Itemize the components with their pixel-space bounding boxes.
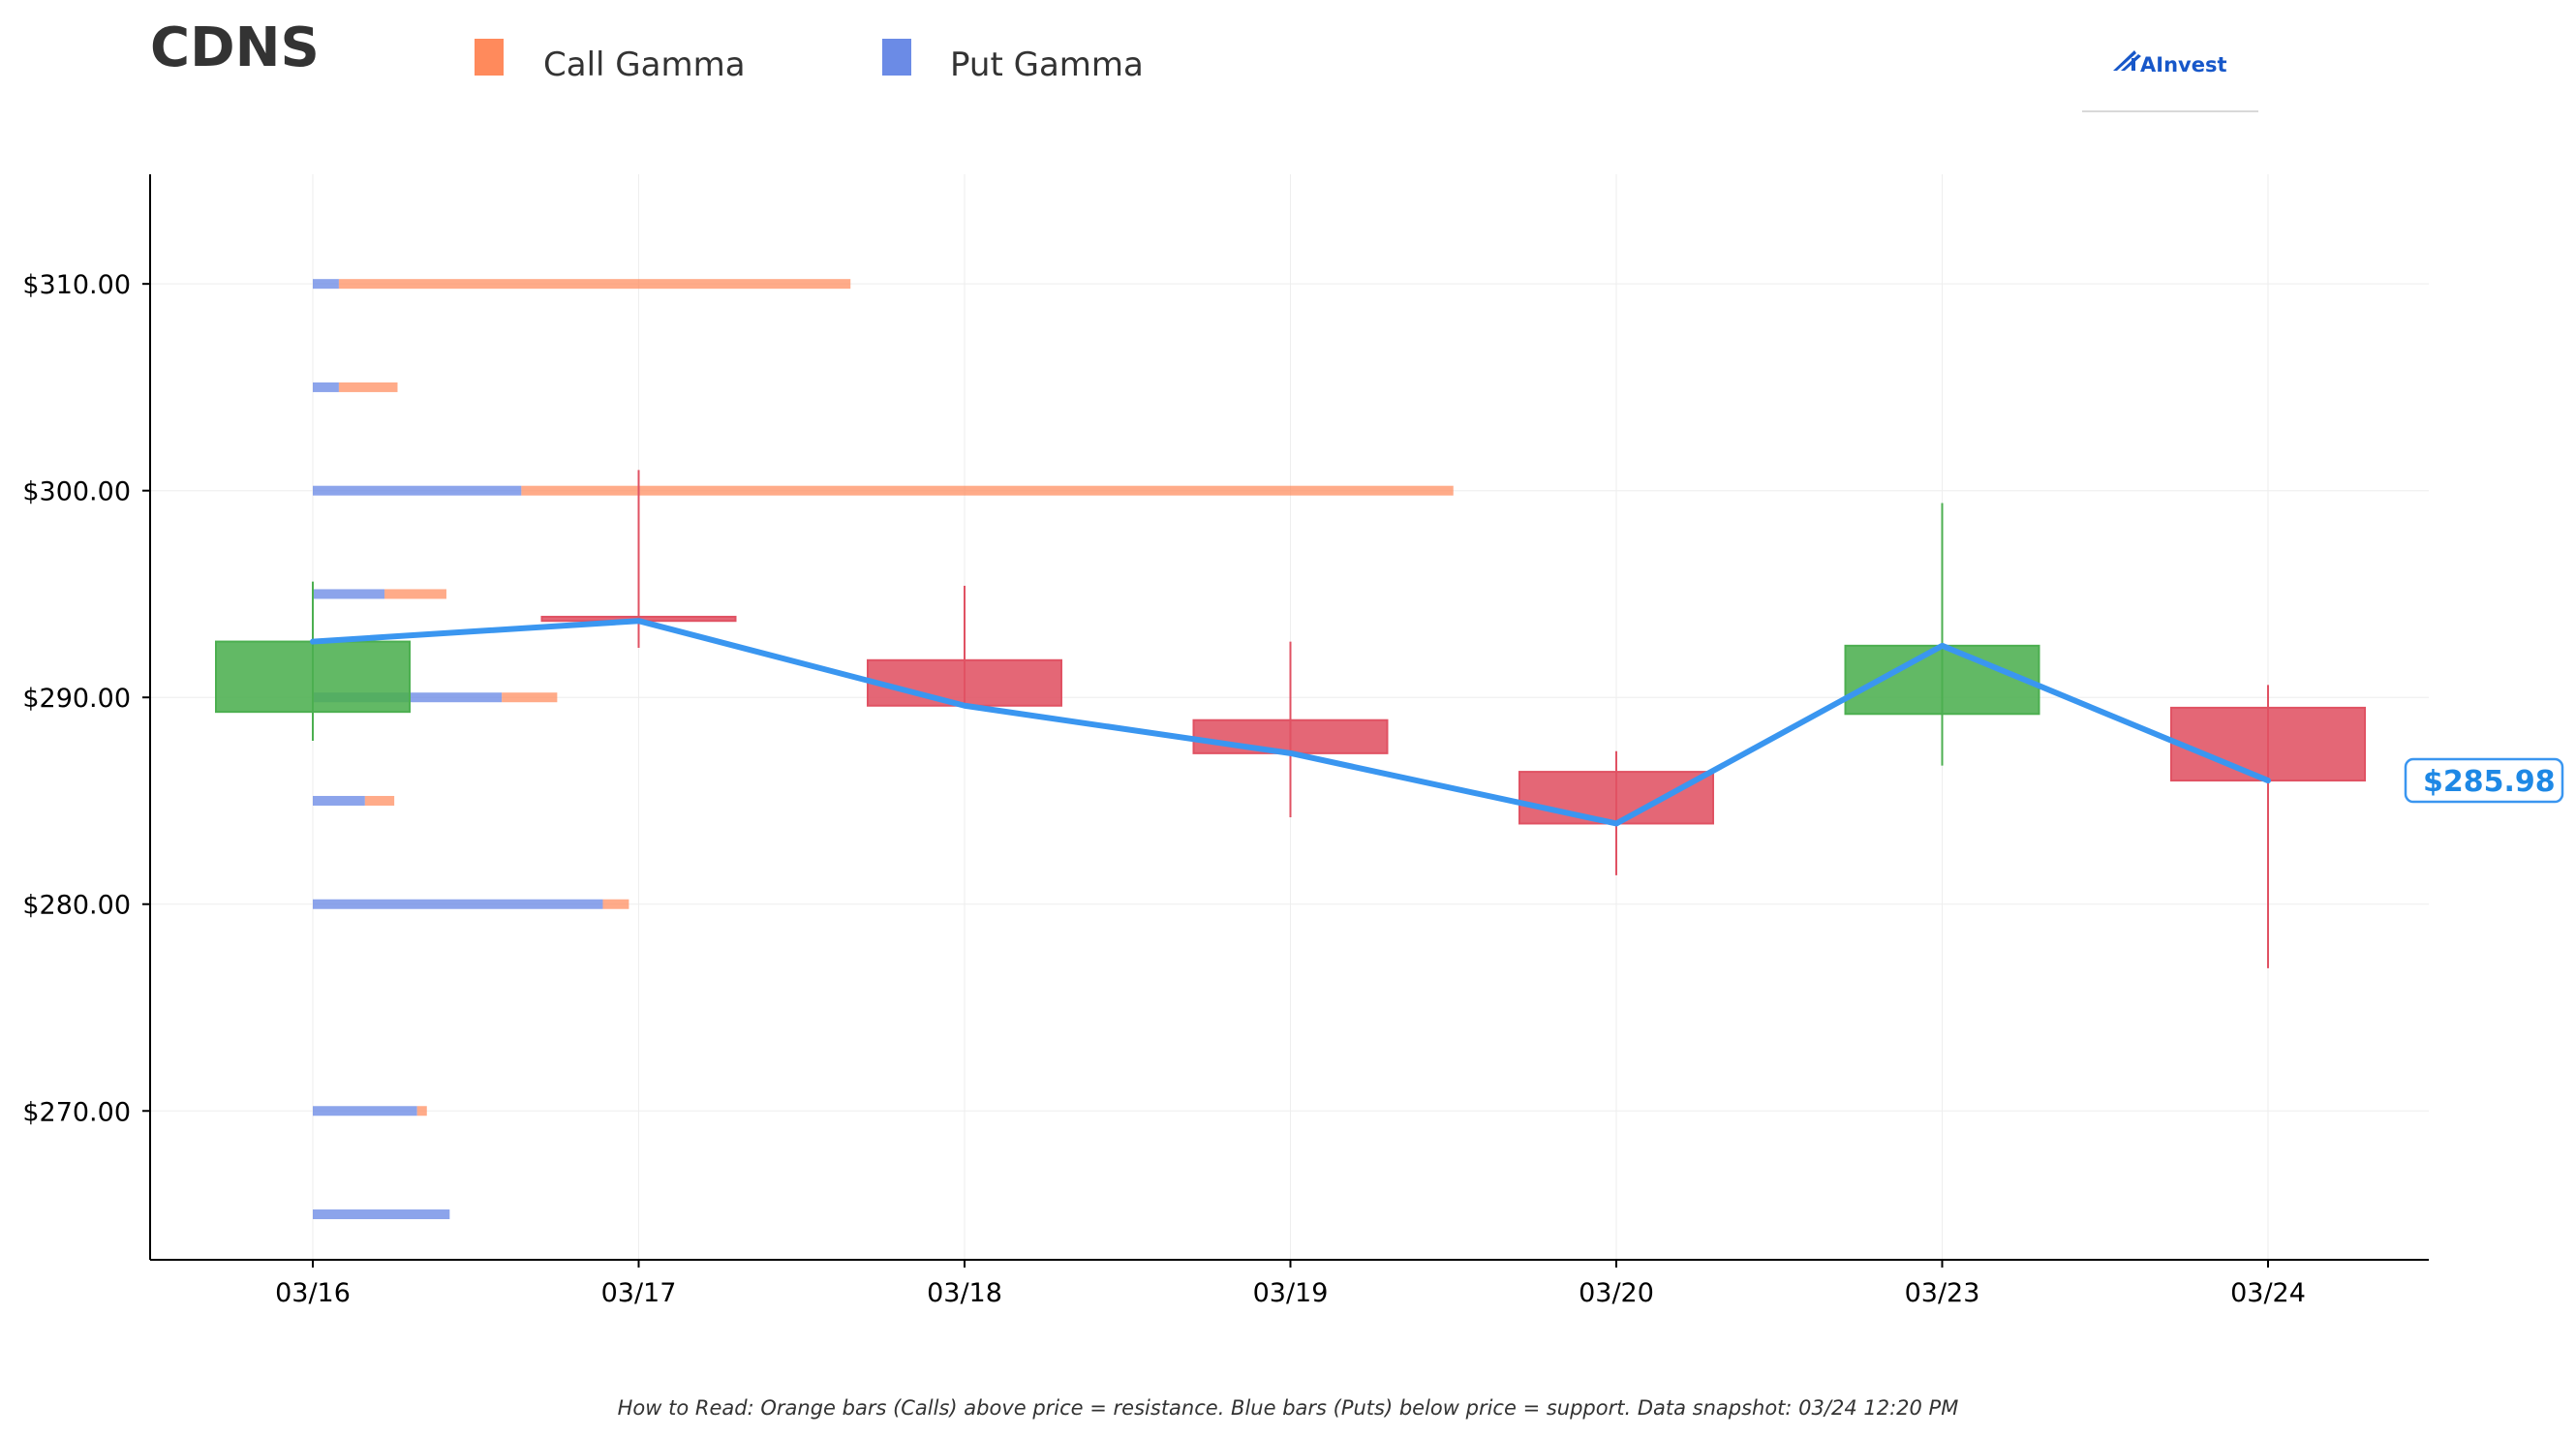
put-gamma-bar bbox=[313, 795, 365, 806]
call-gamma-bar bbox=[338, 279, 851, 290]
put-gamma-bar bbox=[313, 485, 522, 496]
legend-swatch-put bbox=[882, 39, 911, 76]
put-gamma-bar bbox=[313, 1209, 450, 1220]
put-gamma-bar bbox=[313, 899, 603, 909]
logo-text: AInvest bbox=[2140, 53, 2227, 76]
candle-body bbox=[867, 658, 1062, 707]
legend-label-call: Call Gamma bbox=[543, 46, 746, 84]
x-tick-label: 03/18 bbox=[927, 1278, 1002, 1308]
call-gamma-bar bbox=[416, 1106, 427, 1116]
call-gamma-bar bbox=[521, 485, 1454, 496]
call-gamma-bar bbox=[384, 589, 446, 599]
x-tick-label: 03/20 bbox=[1579, 1278, 1654, 1308]
current-price-tag: $285.98 bbox=[2404, 757, 2564, 804]
y-tick-label: $290.00 bbox=[22, 684, 131, 714]
ainvest-logo: AInvest bbox=[2082, 50, 2258, 112]
x-tick-label: 03/16 bbox=[275, 1278, 351, 1308]
candle-body bbox=[2170, 706, 2366, 782]
call-gamma-bar bbox=[602, 899, 629, 909]
axes bbox=[142, 174, 2429, 1268]
call-gamma-bar bbox=[364, 795, 395, 806]
candle-body bbox=[215, 640, 411, 714]
candles bbox=[215, 470, 2366, 968]
close-price-line-group bbox=[310, 618, 2271, 827]
chart-title: CDNS bbox=[150, 16, 320, 79]
x-tick-label: 03/23 bbox=[1905, 1278, 1980, 1308]
y-tick-label: $280.00 bbox=[22, 891, 131, 921]
call-gamma-bar bbox=[502, 692, 558, 703]
put-gamma-bar bbox=[313, 279, 339, 290]
tick-labels: $270.00 $280.00 $290.00 $300.00 $310.00 03/16… bbox=[22, 270, 2306, 1308]
y-tick-label: $300.00 bbox=[22, 477, 131, 507]
x-tick-label: 03/17 bbox=[601, 1278, 677, 1308]
legend-label-put: Put Gamma bbox=[950, 46, 1144, 84]
legend-swatch-call bbox=[475, 39, 504, 76]
put-gamma-bar bbox=[313, 589, 385, 599]
put-gamma-bar bbox=[313, 1106, 417, 1116]
price-tag-box bbox=[2404, 757, 2564, 804]
call-gamma-bar bbox=[338, 382, 398, 392]
y-tick-label: $310.00 bbox=[22, 270, 131, 300]
close-price-line bbox=[310, 618, 2271, 827]
aim-logo-icon bbox=[2113, 50, 2141, 71]
x-tick-label: 03/19 bbox=[1253, 1278, 1329, 1308]
price-tag-label: $285.98 bbox=[2423, 765, 2556, 799]
candle-body bbox=[1518, 771, 1714, 825]
candle-body bbox=[1192, 718, 1389, 754]
y-tick-label: $270.00 bbox=[22, 1097, 131, 1127]
put-gamma-bar bbox=[313, 382, 339, 392]
footnote: How to Read: Orange bars (Calls) above p… bbox=[618, 1396, 1959, 1420]
x-tick-label: 03/24 bbox=[2230, 1278, 2306, 1308]
